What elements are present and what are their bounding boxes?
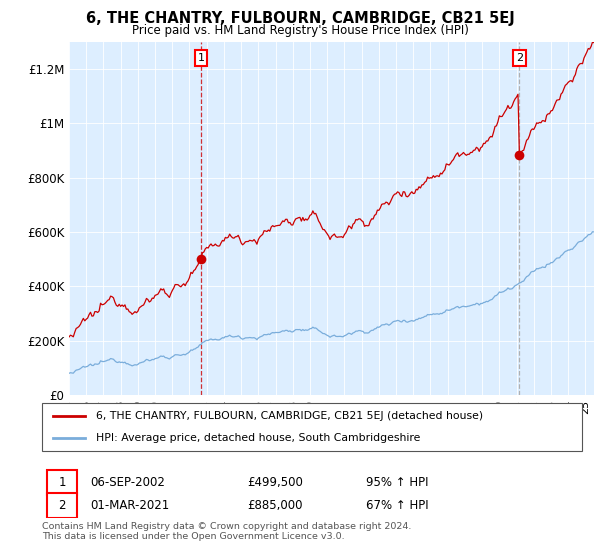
Text: 95% ↑ HPI: 95% ↑ HPI xyxy=(366,476,428,489)
Text: £499,500: £499,500 xyxy=(247,476,303,489)
Text: 6, THE CHANTRY, FULBOURN, CAMBRIDGE, CB21 5EJ (detached house): 6, THE CHANTRY, FULBOURN, CAMBRIDGE, CB2… xyxy=(96,411,483,421)
FancyBboxPatch shape xyxy=(47,493,77,518)
Text: Price paid vs. HM Land Registry's House Price Index (HPI): Price paid vs. HM Land Registry's House … xyxy=(131,24,469,37)
Text: 2: 2 xyxy=(516,53,523,63)
Text: 2: 2 xyxy=(59,499,66,512)
FancyBboxPatch shape xyxy=(42,403,582,451)
Text: 6, THE CHANTRY, FULBOURN, CAMBRIDGE, CB21 5EJ: 6, THE CHANTRY, FULBOURN, CAMBRIDGE, CB2… xyxy=(86,11,514,26)
FancyBboxPatch shape xyxy=(47,470,77,495)
Text: 06-SEP-2002: 06-SEP-2002 xyxy=(91,476,166,489)
Text: Contains HM Land Registry data © Crown copyright and database right 2024.
This d: Contains HM Land Registry data © Crown c… xyxy=(42,522,412,542)
Text: 1: 1 xyxy=(197,53,205,63)
Text: £885,000: £885,000 xyxy=(247,499,303,512)
Text: 01-MAR-2021: 01-MAR-2021 xyxy=(91,499,170,512)
Text: 1: 1 xyxy=(59,476,66,489)
Text: 67% ↑ HPI: 67% ↑ HPI xyxy=(366,499,428,512)
Text: HPI: Average price, detached house, South Cambridgeshire: HPI: Average price, detached house, Sout… xyxy=(96,433,421,443)
